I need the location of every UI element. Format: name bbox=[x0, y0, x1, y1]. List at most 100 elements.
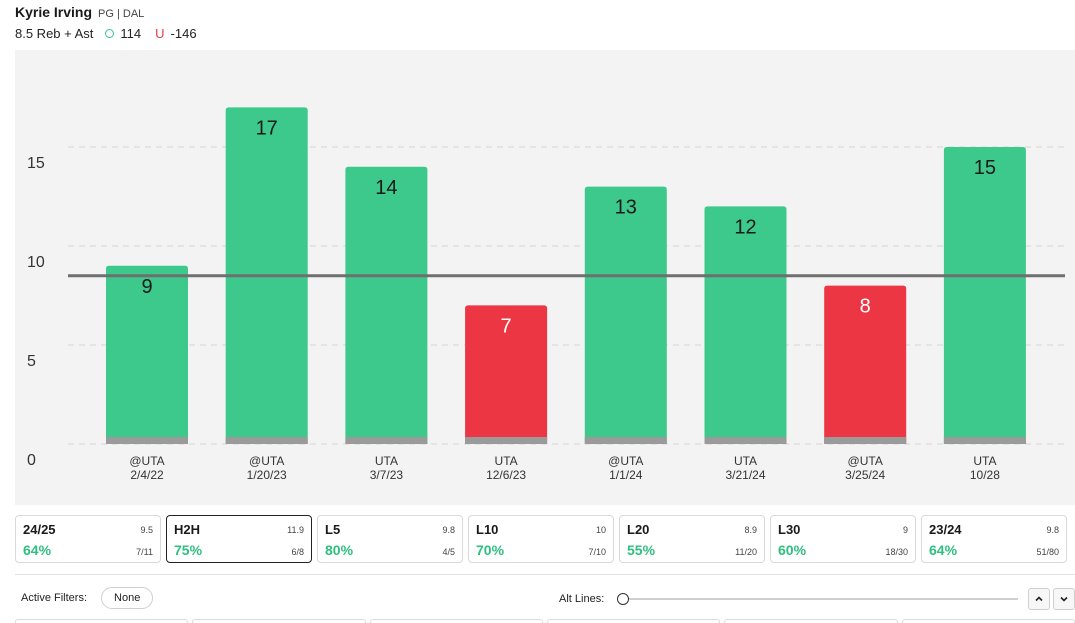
x-tick-date: 3/21/24 bbox=[725, 468, 765, 482]
x-tick-date: 12/6/23 bbox=[486, 468, 526, 482]
split-card[interactable]: 24/25 9.5 64% 7/11 bbox=[15, 515, 161, 563]
split-hit-rate: 64% bbox=[23, 542, 52, 558]
split-hit-count: 7/10 bbox=[588, 547, 606, 557]
split-average: 9.8 bbox=[442, 525, 455, 535]
under-odds: -146 bbox=[170, 26, 197, 41]
bar-chart: 0 5 10 15 9 @UTA 2/4/22 17 @UTA 1/20/23 14 UTA 3/7/2… bbox=[0, 50, 1075, 505]
split-average: 9.5 bbox=[140, 525, 153, 535]
split-hit-rate: 64% bbox=[929, 542, 958, 558]
alt-line-up-button[interactable] bbox=[1028, 588, 1050, 610]
split-hit-rate: 55% bbox=[627, 542, 656, 558]
over-circle-icon bbox=[105, 29, 115, 38]
bar-base bbox=[345, 437, 428, 444]
bar-base bbox=[225, 437, 308, 444]
split-card[interactable]: L30 9 60% 18/30 bbox=[770, 515, 916, 563]
x-tick-date: 1/1/24 bbox=[609, 468, 643, 482]
split-average: 8.9 bbox=[744, 525, 757, 535]
chevron-down-icon bbox=[1060, 596, 1068, 602]
chevron-up-icon bbox=[1035, 596, 1043, 602]
split-name: 24/25 bbox=[23, 522, 56, 537]
split-average: 11.9 bbox=[287, 525, 304, 535]
bar-base bbox=[106, 437, 188, 444]
split-name: L5 bbox=[325, 522, 341, 537]
split-hit-count: 51/80 bbox=[1036, 547, 1059, 557]
alt-lines-slider-track[interactable] bbox=[624, 598, 1018, 600]
bottom-tab[interactable] bbox=[192, 619, 366, 623]
split-name: 23/24 bbox=[929, 522, 962, 537]
bar-value-label: 13 bbox=[615, 197, 637, 219]
bar-value-label: 15 bbox=[974, 157, 996, 179]
bar-base bbox=[943, 437, 1026, 444]
split-card[interactable]: L10 10 70% 7/10 bbox=[468, 515, 614, 563]
bar bbox=[465, 305, 548, 444]
bottom-tab[interactable] bbox=[724, 619, 898, 623]
bottom-tab[interactable] bbox=[546, 619, 721, 623]
x-tick-date: 10/28 bbox=[970, 468, 1000, 482]
y-tick-label: 5 bbox=[27, 353, 36, 370]
x-tick-date: 2/4/22 bbox=[130, 468, 164, 482]
x-tick-opponent: @UTA bbox=[848, 454, 883, 468]
split-cards: 24/25 9.5 64% 7/11 H2H 11.9 75% 6/8 L5 9.8 80% 4/5 L… bbox=[15, 515, 1067, 563]
bar-value-label: 12 bbox=[734, 216, 756, 238]
bar-value-label: 7 bbox=[501, 315, 512, 337]
y-tick-label: 10 bbox=[27, 254, 45, 271]
alt-lines-slider-thumb[interactable] bbox=[617, 593, 629, 605]
active-filters-pill[interactable]: None bbox=[101, 587, 154, 609]
bar-value-label: 9 bbox=[141, 276, 152, 298]
divider bbox=[15, 574, 1075, 575]
over-odds: 114 bbox=[120, 26, 142, 41]
bottom-tab[interactable] bbox=[901, 619, 1075, 623]
bottom-tab[interactable] bbox=[15, 619, 189, 623]
split-average: 9.8 bbox=[1046, 525, 1059, 535]
bar-base bbox=[584, 437, 667, 444]
prop-line: 8.5 Reb + Ast 114 U -146 bbox=[15, 26, 197, 41]
split-card[interactable]: L5 9.8 80% 4/5 bbox=[317, 515, 463, 563]
x-tick-date: 3/25/24 bbox=[845, 468, 885, 482]
split-hit-count: 7/11 bbox=[136, 547, 153, 557]
bar-value-label: 8 bbox=[860, 296, 871, 318]
split-hit-count: 18/30 bbox=[885, 547, 908, 557]
bottom-tab-strip bbox=[15, 619, 1075, 623]
split-hit-count: 6/8 bbox=[291, 547, 304, 557]
bar bbox=[345, 166, 428, 445]
split-hit-rate: 75% bbox=[174, 542, 203, 558]
x-tick-opponent: UTA bbox=[495, 454, 518, 468]
split-card[interactable]: H2H 11.9 75% 6/8 bbox=[166, 515, 312, 563]
split-name: L30 bbox=[778, 522, 801, 537]
bar-value-label: 17 bbox=[256, 117, 278, 139]
alt-line-down-button[interactable] bbox=[1053, 588, 1075, 610]
split-hit-count: 11/20 bbox=[735, 547, 757, 557]
x-tick-opponent: UTA bbox=[375, 454, 398, 468]
split-hit-rate: 70% bbox=[476, 542, 505, 558]
alt-lines-label: Alt Lines: bbox=[559, 593, 605, 605]
prop-label: 8.5 Reb + Ast bbox=[15, 26, 94, 41]
bar bbox=[943, 147, 1026, 444]
split-hit-rate: 80% bbox=[325, 542, 354, 558]
split-card[interactable]: L20 8.9 55% 11/20 bbox=[619, 515, 765, 563]
split-name: H2H bbox=[174, 522, 201, 537]
bar-base bbox=[704, 437, 787, 444]
bar-value-label: 14 bbox=[375, 177, 397, 199]
bar bbox=[584, 186, 667, 444]
player-meta: PG | DAL bbox=[98, 8, 145, 20]
prop-header: Kyrie Irving PG | DAL 8.5 Reb + Ast 114 … bbox=[15, 4, 197, 41]
chart-svg: 0510159@UTA2/4/2217@UTA1/20/2314UTA3/7/2… bbox=[15, 50, 1075, 505]
player-line: Kyrie Irving PG | DAL bbox=[15, 4, 197, 20]
y-tick-label: 15 bbox=[27, 155, 45, 172]
x-tick-date: 3/7/23 bbox=[370, 468, 404, 482]
x-tick-opponent: @UTA bbox=[129, 454, 164, 468]
active-filters-label: Active Filters: bbox=[21, 592, 88, 604]
split-card[interactable]: 23/24 9.8 64% 51/80 bbox=[921, 515, 1067, 563]
bar bbox=[824, 285, 907, 444]
x-tick-opponent: @UTA bbox=[249, 454, 284, 468]
player-name: Kyrie Irving bbox=[15, 4, 93, 20]
y-tick-label: 0 bbox=[27, 452, 36, 469]
bar-base bbox=[465, 437, 548, 444]
split-hit-rate: 60% bbox=[778, 542, 807, 558]
active-filters: Active Filters: None bbox=[21, 587, 154, 609]
split-name: L20 bbox=[627, 522, 650, 537]
x-tick-opponent: @UTA bbox=[608, 454, 643, 468]
split-name: L10 bbox=[476, 522, 499, 537]
bottom-tab[interactable] bbox=[369, 619, 543, 623]
